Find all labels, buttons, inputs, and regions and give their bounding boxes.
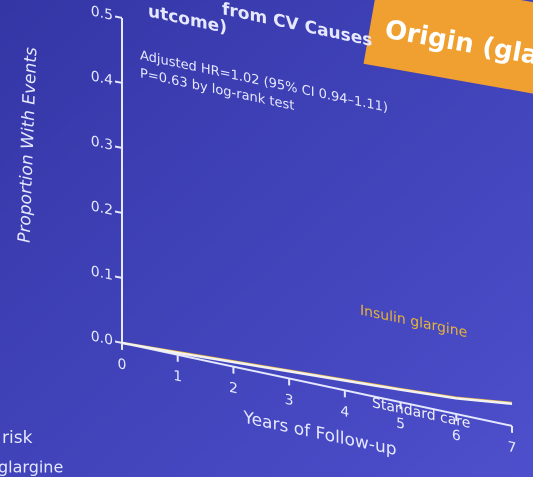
x-tick-label: 0 — [118, 356, 127, 374]
x-tick-label: 6 — [452, 427, 461, 445]
risk-row: glargine — [0, 458, 63, 477]
risk-title: risk — [2, 428, 33, 448]
x-tick-label: 2 — [229, 380, 238, 398]
chart: Origin (gla Proportion With Events risk … — [0, 0, 533, 477]
x-tick-label: 7 — [508, 439, 517, 457]
x-tick-label: 1 — [173, 368, 182, 386]
x-tick-label: 5 — [396, 415, 405, 433]
x-tick-label: 3 — [285, 392, 294, 410]
x-tick-label: 4 — [340, 403, 349, 421]
